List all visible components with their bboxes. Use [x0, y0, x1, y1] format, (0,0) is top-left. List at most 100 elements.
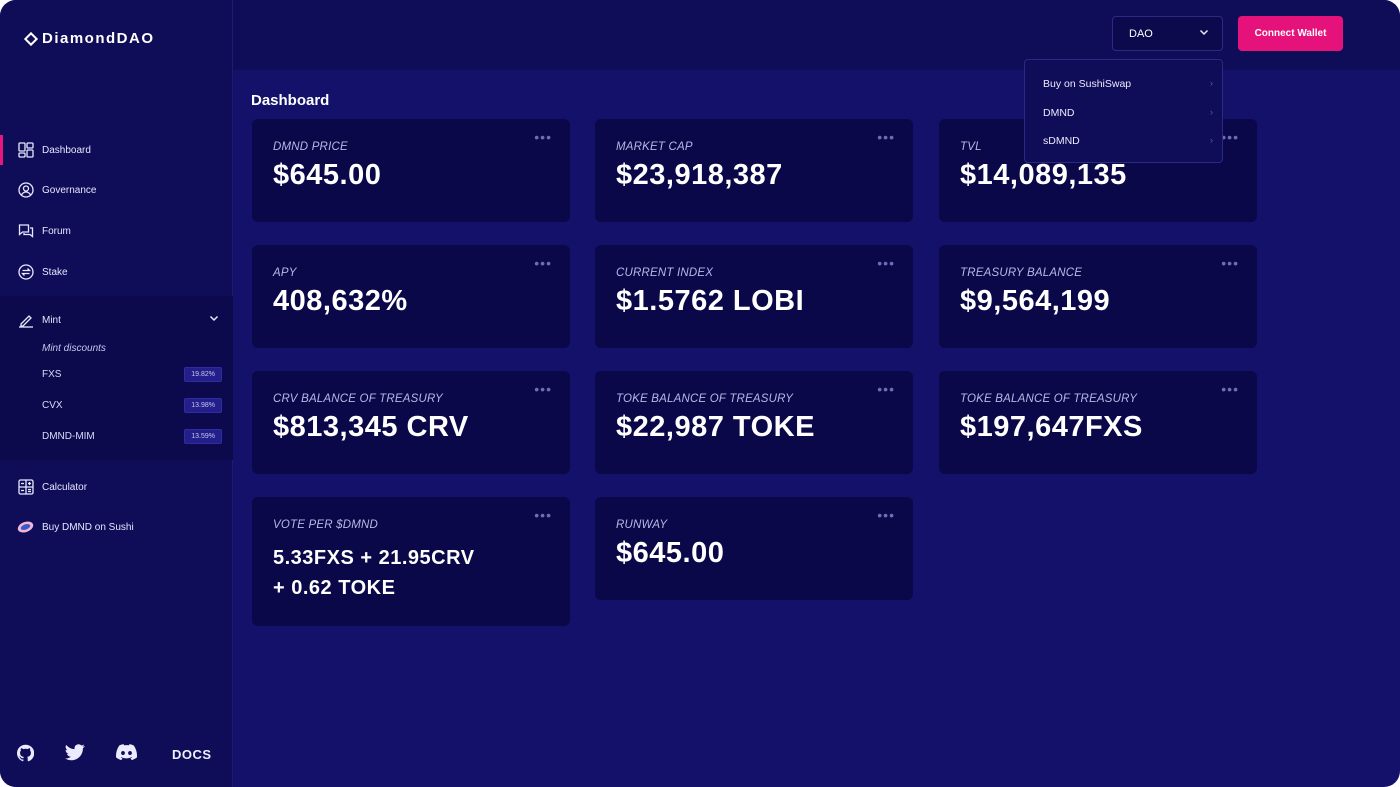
stat-label: VOTE PER $DMND [273, 519, 379, 531]
stat-card-apy: APY 408,632% ••• [252, 245, 570, 348]
user-circle-icon [17, 182, 34, 199]
stat-value: $14,089,135 [960, 159, 1127, 191]
stat-label: APY [273, 267, 297, 279]
chevron-down-icon [1198, 26, 1210, 41]
more-options-icon[interactable]: ••• [877, 129, 895, 145]
stat-card-toke-balance: TOKE BALANCE OF TREASURY $22,987 TOKE ••… [595, 371, 913, 474]
sidebar-item-label: Forum [42, 225, 71, 237]
discount-badge: 19.82% [184, 366, 222, 382]
diamond-icon [23, 31, 39, 46]
menu-item-buy-on-sushiswap[interactable]: Buy on SushiSwap › [1043, 78, 1213, 90]
more-options-icon[interactable]: ••• [1221, 255, 1239, 271]
connect-wallet-button[interactable]: Connect Wallet [1238, 16, 1343, 51]
more-options-icon[interactable]: ••• [534, 507, 552, 523]
mint-row-name: FXS [42, 368, 62, 380]
dashboard-icon [17, 142, 34, 159]
sidebar-item-buy-dmnd[interactable]: Buy DMND on Sushi [0, 511, 233, 543]
stat-value-line: 5.33FXS + 21.95CRV [273, 547, 475, 569]
mint-row-name: CVX [42, 399, 63, 411]
dao-select-value: DAO [1129, 27, 1153, 40]
sidebar-item-governance[interactable]: Governance [0, 174, 233, 206]
stat-label: TVL [960, 141, 982, 153]
more-options-icon[interactable]: ••• [1221, 381, 1239, 397]
more-options-icon[interactable]: ••• [534, 129, 552, 145]
stat-value: $645.00 [273, 159, 382, 191]
twitter-icon[interactable] [65, 744, 85, 761]
sidebar-item-label: Calculator [42, 481, 88, 493]
stake-swap-icon [17, 264, 34, 281]
dao-select[interactable]: DAO [1112, 16, 1223, 51]
sidebar-item-stake[interactable]: Stake [0, 256, 233, 288]
forum-icon [17, 223, 34, 240]
stat-value-line: + 0.62 TOKE [273, 577, 396, 599]
more-options-icon[interactable]: ••• [877, 255, 895, 271]
docs-link[interactable]: DOCS [172, 747, 212, 762]
stat-card-fxs-balance: TOKE BALANCE OF TREASURY $197,647FXS ••• [939, 371, 1257, 474]
more-options-icon[interactable]: ••• [877, 381, 895, 397]
stat-label: RUNWAY [616, 519, 668, 531]
stat-label: TOKE BALANCE OF TREASURY [616, 393, 794, 405]
stat-card-crv-balance: CRV BALANCE OF TREASURY $813,345 CRV ••• [252, 371, 570, 474]
stat-value: $645.00 [616, 537, 725, 569]
stat-card-runway: RUNWAY $645.00 ••• [595, 497, 913, 600]
sidebar-item-label: Buy DMND on Sushi [42, 521, 134, 533]
stat-card-current-index: CURRENT INDEX $1.5762 LOBI ••• [595, 245, 913, 348]
sidebar: DiamondDAO Dashboard Governance [0, 0, 233, 787]
page-title: Dashboard [251, 92, 330, 109]
menu-item-label: Buy on SushiSwap [1043, 78, 1132, 90]
github-icon[interactable] [17, 744, 34, 762]
stat-label: TOKE BALANCE OF TREASURY [960, 393, 1138, 405]
stat-card-treasury-balance: TREASURY BALANCE $9,564,199 ••• [939, 245, 1257, 348]
stat-value: 5.33FXS + 21.95CRV + 0.62 TOKE [273, 543, 570, 603]
mint-row-dmnd-mim[interactable]: DMND-MIM 13.59% [42, 427, 222, 445]
sidebar-item-label: Mint [42, 314, 61, 326]
topbar [233, 0, 1400, 70]
more-options-icon[interactable]: ••• [534, 381, 552, 397]
sidebar-item-dashboard[interactable]: Dashboard [0, 134, 233, 166]
discount-badge: 13.59% [184, 428, 222, 444]
stat-card-market-cap: MARKET CAP $23,918,387 ••• [595, 119, 913, 222]
dao-dropdown-menu: Buy on SushiSwap › DMND › sDMND › [1024, 59, 1223, 163]
stat-value: 408,632% [273, 285, 408, 317]
more-options-icon[interactable]: ••• [1221, 129, 1239, 145]
menu-item-label: DMND [1043, 107, 1075, 119]
sidebar-item-mint[interactable]: Mint [0, 304, 233, 336]
sidebar-item-label: Stake [42, 266, 68, 278]
chevron-right-icon: › [1210, 135, 1213, 145]
mint-pen-icon [17, 312, 34, 329]
stat-value: $22,987 TOKE [616, 411, 815, 443]
sidebar-item-forum[interactable]: Forum [0, 215, 233, 247]
mint-section: Mint Mint discounts FXS 19.82% CVX 13.98… [0, 296, 233, 460]
stat-label: MARKET CAP [616, 141, 693, 153]
chevron-down-icon[interactable] [208, 312, 220, 327]
more-options-icon[interactable]: ••• [877, 507, 895, 523]
mint-row-cvx[interactable]: CVX 13.98% [42, 396, 222, 414]
brand-name: DiamondDAO [42, 30, 155, 47]
sidebar-item-label: Dashboard [42, 144, 91, 156]
stat-value: $23,918,387 [616, 159, 783, 191]
sidebar-item-calculator[interactable]: Calculator [0, 471, 233, 503]
discord-icon[interactable] [116, 744, 137, 760]
mint-row-fxs[interactable]: FXS 19.82% [42, 365, 222, 383]
menu-item-dmnd[interactable]: DMND › [1043, 107, 1213, 119]
stat-value: $813,345 CRV [273, 411, 469, 443]
mint-row-name: DMND-MIM [42, 430, 95, 442]
stat-value: $1.5762 LOBI [616, 285, 805, 317]
chevron-right-icon: › [1210, 107, 1213, 117]
more-options-icon[interactable]: ••• [534, 255, 552, 271]
brand-logo[interactable]: DiamondDAO [23, 30, 155, 47]
menu-item-sdmnd[interactable]: sDMND › [1043, 135, 1213, 147]
calculator-icon [17, 479, 34, 496]
sushi-icon [17, 519, 34, 536]
stat-card-dmnd-price: DMND PRICE $645.00 ••• [252, 119, 570, 222]
stat-value: $9,564,199 [960, 285, 1111, 317]
stat-label: DMND PRICE [273, 141, 348, 153]
menu-item-label: sDMND [1043, 135, 1080, 147]
stat-label: TREASURY BALANCE [960, 267, 1083, 279]
stat-value: $197,647FXS [960, 411, 1143, 443]
mint-discounts-label: Mint discounts [42, 343, 106, 354]
discount-badge: 13.98% [184, 397, 222, 413]
stat-label: CRV BALANCE OF TREASURY [273, 393, 443, 405]
sidebar-item-label: Governance [42, 184, 97, 196]
